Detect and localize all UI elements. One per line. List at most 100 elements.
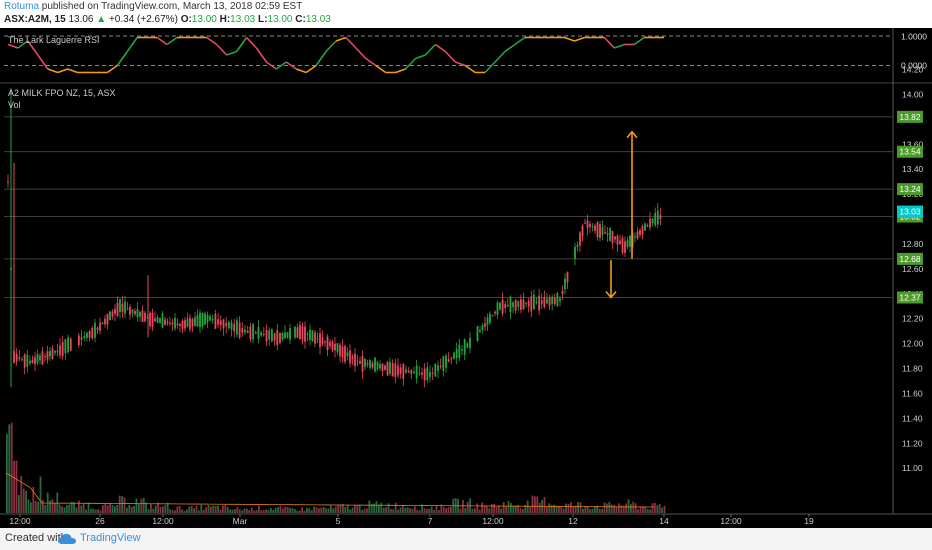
volume-bar <box>433 509 435 513</box>
level-badge-label: 13.54 <box>899 147 921 157</box>
volume-bar <box>366 508 368 513</box>
candle-body <box>651 219 654 224</box>
candle-body <box>304 326 306 342</box>
volume-bar <box>308 508 311 513</box>
volume-bar <box>613 505 615 513</box>
volume-bar <box>217 505 219 513</box>
candle-body <box>399 367 402 374</box>
candle-body <box>301 326 304 340</box>
candle-body <box>64 339 67 354</box>
candle-body <box>241 328 244 333</box>
volume-bar <box>426 508 428 513</box>
candle-body <box>91 327 94 339</box>
volume-bar <box>118 495 121 513</box>
volume-bar <box>94 509 97 513</box>
volume-bar <box>75 507 78 513</box>
price-tick-label: 11.80 <box>902 364 923 374</box>
candle-body <box>29 360 31 364</box>
rsi-line-segment <box>27 40 39 56</box>
volume-bar <box>188 506 191 513</box>
volume-bar <box>154 505 157 513</box>
volume-bar <box>138 503 140 513</box>
volume-bar <box>272 509 275 513</box>
volume-bar <box>169 509 171 513</box>
candle-body <box>614 236 616 240</box>
volume-bar <box>370 503 373 513</box>
rsi-line-segment <box>235 37 248 52</box>
volume-bar <box>56 492 59 513</box>
chart-area[interactable]: 1.00000.000014.2014.0013.8013.6013.4013.… <box>0 28 932 528</box>
volume-bar <box>414 506 416 513</box>
candle-body <box>522 299 525 310</box>
tradingview-link[interactable]: TradingView <box>80 532 141 544</box>
rsi-line-segment <box>245 36 258 49</box>
candle-body <box>279 332 281 344</box>
candle-body <box>111 311 114 317</box>
candle-body <box>281 332 284 340</box>
volume-bar <box>241 510 243 513</box>
candle-body <box>246 330 249 333</box>
volume-bar <box>466 501 469 513</box>
candle-body <box>151 312 154 328</box>
candle-body <box>553 297 556 304</box>
volume-bar <box>512 505 515 513</box>
volume-bar <box>212 505 215 513</box>
candle-body <box>336 343 339 353</box>
candle-body <box>156 317 159 323</box>
candle-body <box>391 363 394 377</box>
volume-bar <box>486 505 488 513</box>
candle-body <box>344 346 346 362</box>
rsi-line-segment <box>47 68 58 74</box>
volume-bar <box>260 510 263 513</box>
volume-bar <box>301 507 303 513</box>
candle-body <box>104 318 106 325</box>
rsi-line-segment <box>7 43 19 49</box>
volume-bar <box>265 509 267 513</box>
rsi-line-segment <box>305 64 317 74</box>
volume-bar <box>615 506 618 513</box>
open-label: O: <box>180 14 192 25</box>
volume-bar <box>351 507 354 513</box>
volume-bar <box>416 509 419 513</box>
rsi-line-segment <box>504 43 516 53</box>
candle-body <box>339 344 341 357</box>
volume-bar <box>32 486 35 513</box>
candle-body <box>376 362 379 369</box>
volume-bar <box>608 501 611 513</box>
rsi-line-segment <box>156 36 168 46</box>
candle-body <box>34 357 36 364</box>
volume-bar <box>78 500 80 513</box>
candle-body <box>51 348 54 359</box>
volume-bar <box>34 500 37 513</box>
candle-body <box>69 338 72 351</box>
volume-bar <box>642 506 644 513</box>
candle-body <box>294 326 296 338</box>
candle-body <box>159 318 161 323</box>
candle-body <box>189 317 191 330</box>
high-label: H: <box>219 14 231 25</box>
candle-body <box>268 330 271 340</box>
volume-bar <box>243 508 246 513</box>
candle-body <box>649 218 651 228</box>
candle-body <box>94 322 96 338</box>
volume-bar <box>567 503 570 513</box>
price-tick-label: 12.00 <box>902 339 924 349</box>
volume-bar <box>500 508 503 513</box>
volume-bar <box>121 496 123 513</box>
rsi-line-segment <box>395 68 406 74</box>
rsi-line-segment <box>57 68 68 74</box>
volume-bar <box>445 508 447 513</box>
candle-body <box>83 336 86 338</box>
rsi-tick-label: 0.0000 <box>901 61 927 71</box>
chart-canvas[interactable]: 1.00000.000014.2014.0013.8013.6013.4013.… <box>0 28 932 528</box>
candle-body <box>447 359 450 362</box>
time-tick-label: 14 <box>659 516 669 526</box>
candle-body <box>230 322 233 330</box>
volume-bar <box>404 507 407 513</box>
author-link[interactable]: Rotuma <box>4 1 40 12</box>
candle-body <box>476 326 479 341</box>
candle-body <box>174 317 176 329</box>
volume-bar <box>20 476 23 513</box>
volume-bar <box>102 505 104 513</box>
symbol-label[interactable]: ASX:A2M, 15 <box>4 14 66 25</box>
